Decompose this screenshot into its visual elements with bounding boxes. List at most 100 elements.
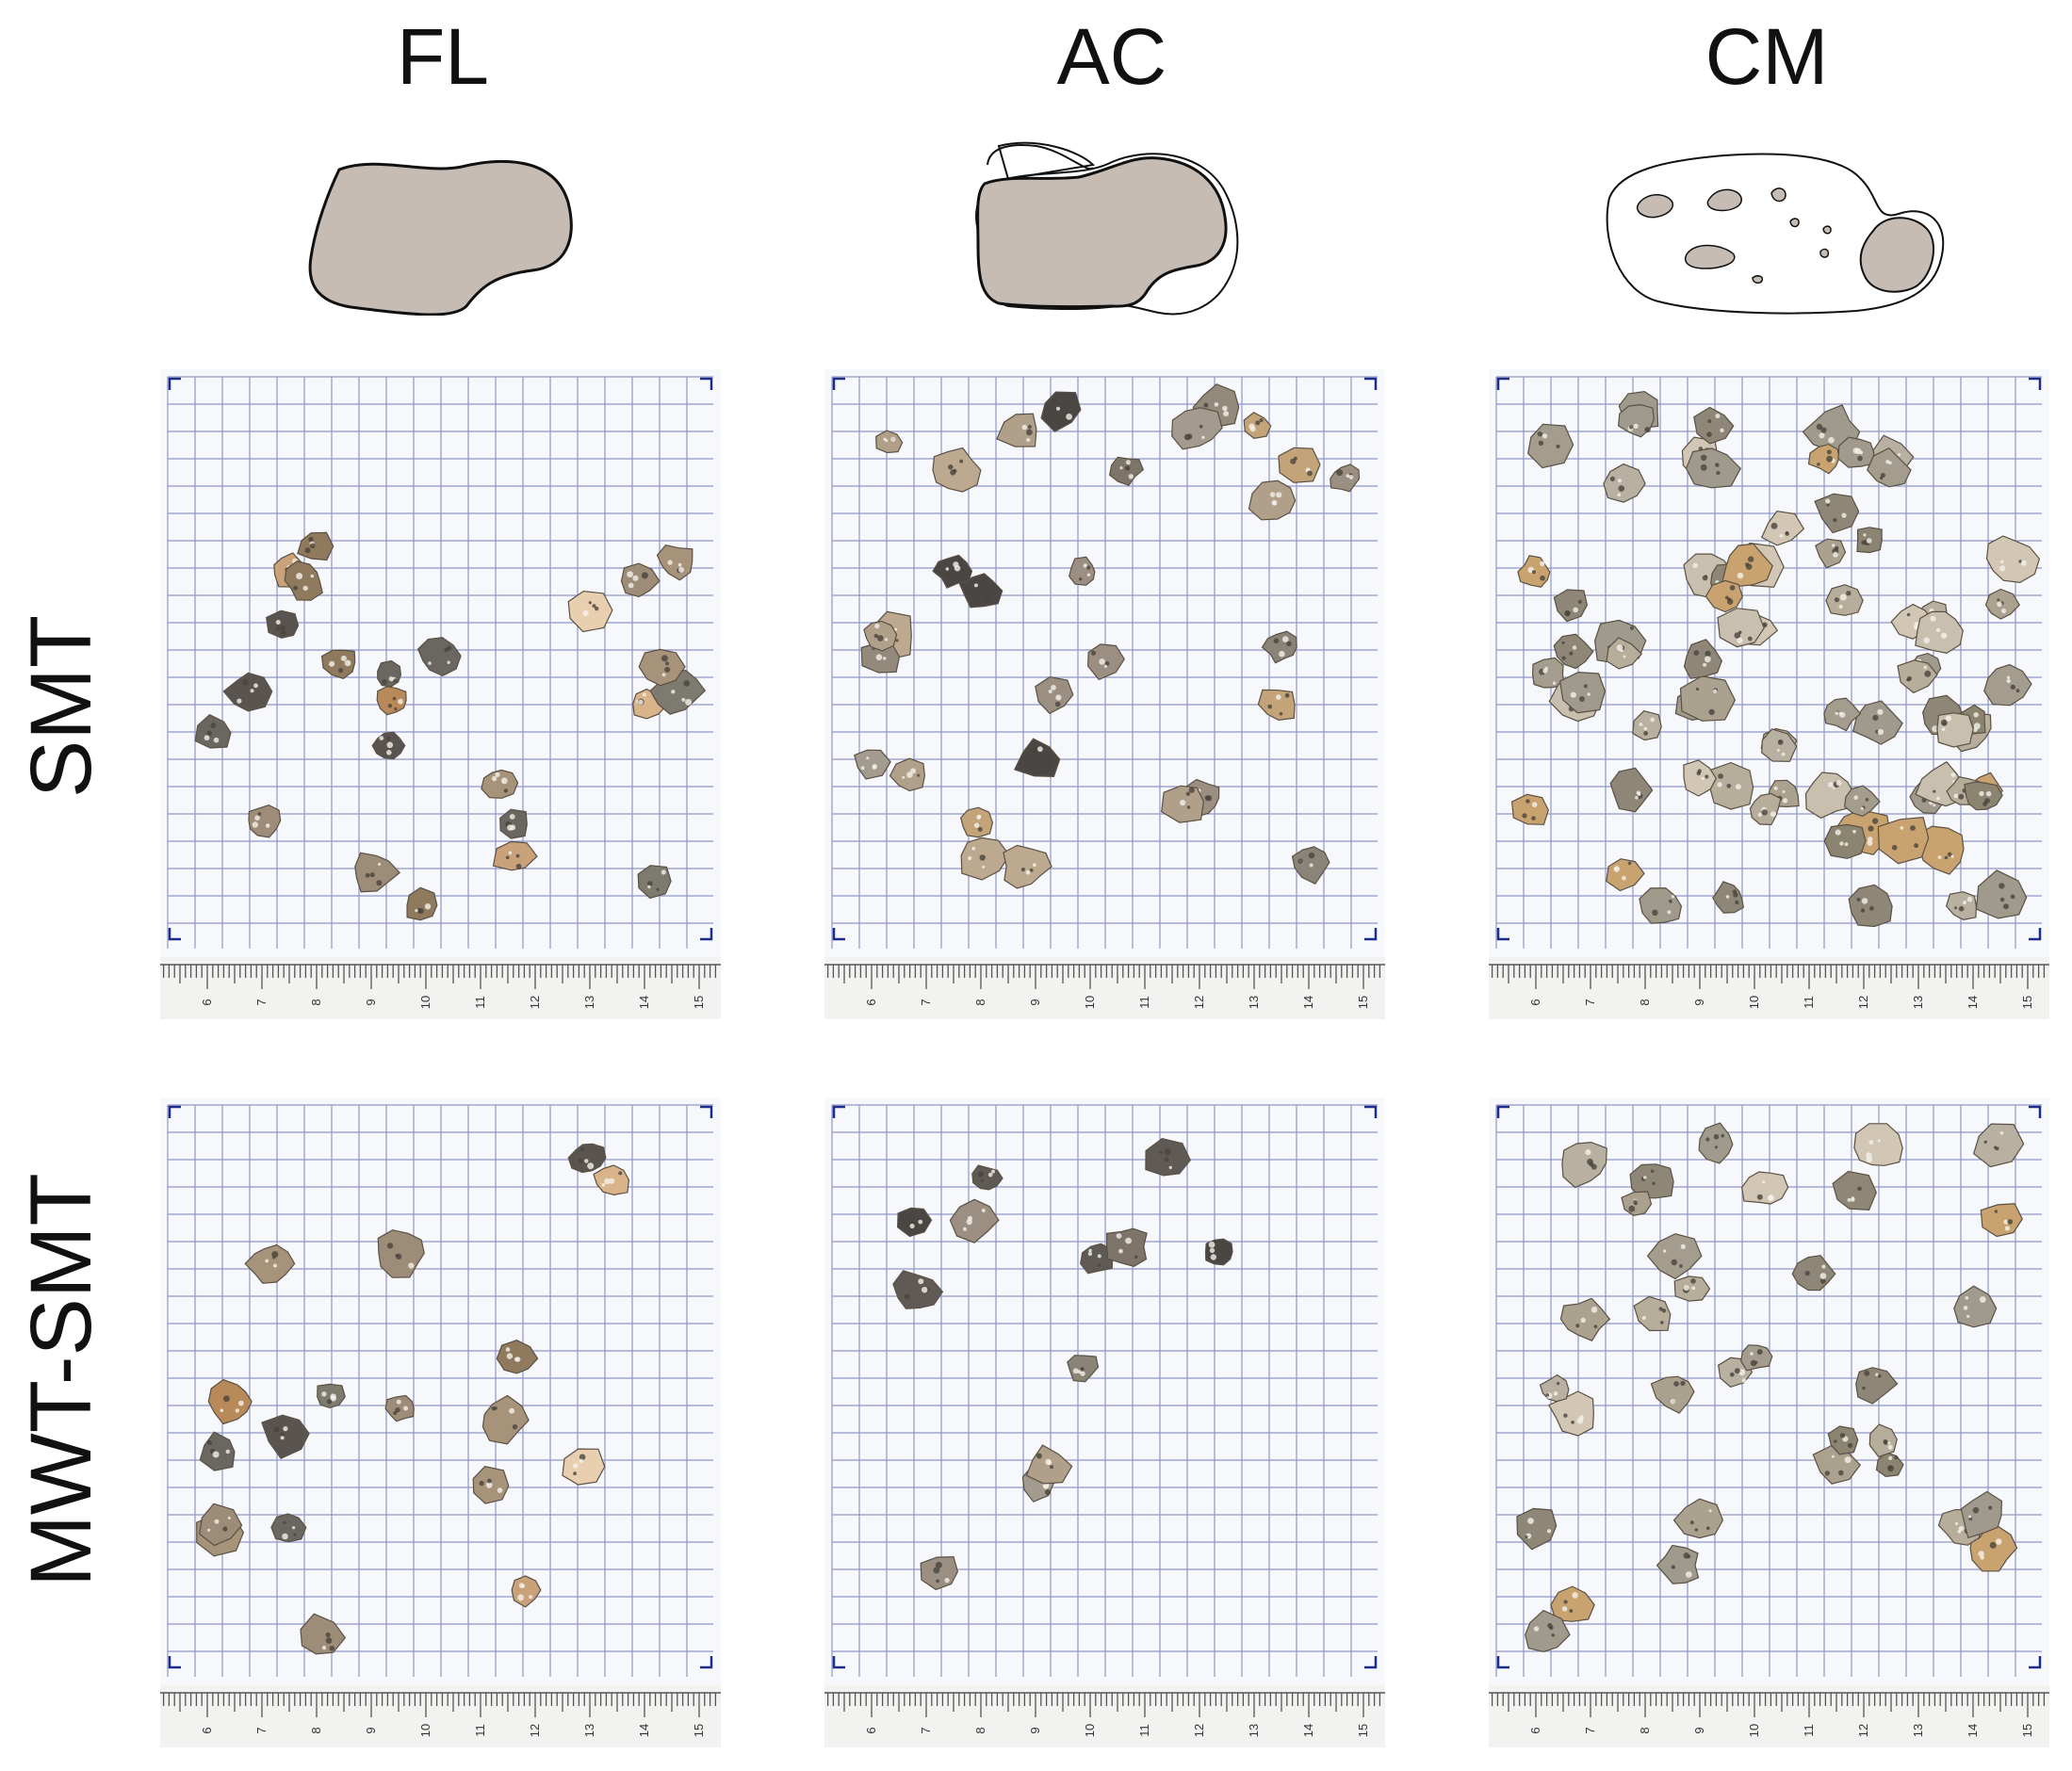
particle-speckle <box>1667 910 1672 915</box>
particle-speckle <box>1248 423 1255 430</box>
particle-speckle <box>935 1561 942 1568</box>
particle-speckle <box>1272 501 1277 506</box>
gravel-particle <box>638 648 686 687</box>
particle-speckle <box>1660 1321 1664 1324</box>
particle-speckle <box>681 697 686 702</box>
particle-speckle <box>1777 739 1784 745</box>
particle-speckle <box>1054 701 1061 707</box>
particle-speckle <box>1671 1565 1675 1569</box>
particle-speckle <box>2004 1226 2010 1231</box>
particle-speckle <box>1966 1314 1970 1318</box>
particle-speckle <box>1737 637 1743 643</box>
particle-speckle <box>1525 799 1530 804</box>
particle-speckle <box>392 696 397 701</box>
particle-speckle <box>1048 689 1052 694</box>
particle-speckle <box>661 655 668 662</box>
particle-speckle <box>866 756 870 760</box>
ruler-number: 12 <box>1192 996 1206 1009</box>
gravel-particle <box>1679 675 1737 722</box>
ruler-number: 13 <box>1911 996 1925 1009</box>
particle-speckle <box>1887 1441 1891 1445</box>
particle-speckle <box>1683 1552 1689 1559</box>
particle-speckle <box>265 1259 269 1263</box>
particle-speckle <box>1835 545 1839 551</box>
particle-speckle <box>396 1399 401 1405</box>
particle-speckle <box>1276 694 1281 700</box>
particle-speckle <box>1958 1525 1965 1532</box>
particle-speckle <box>664 666 671 673</box>
particle-speckle <box>1883 1439 1888 1445</box>
corner-mark <box>832 928 845 941</box>
particle-speckle <box>1860 806 1864 810</box>
particle-speckle <box>977 826 983 832</box>
particle-speckle <box>1080 1371 1085 1376</box>
particle-speckle <box>573 1471 577 1476</box>
particle-speckle <box>1284 692 1290 698</box>
particle-speckle <box>386 1243 394 1249</box>
gravel-particle <box>567 590 613 633</box>
particle-speckle <box>293 1533 297 1536</box>
particle-speckle <box>1125 465 1131 471</box>
particle-speckle <box>1641 1315 1646 1321</box>
particle-speckle <box>1618 485 1624 492</box>
particle-speckle <box>1673 1381 1679 1387</box>
ruler-number: 7 <box>254 999 269 1005</box>
gravel-particle <box>1823 823 1867 859</box>
particle-speckle <box>977 1171 984 1178</box>
particle-speckle <box>1868 1140 1874 1145</box>
particle-speckle <box>884 638 889 642</box>
particle-speckle <box>1877 1139 1881 1143</box>
particle-speckle <box>207 1439 212 1445</box>
particle-speckle <box>1954 1521 1959 1525</box>
particle-speckle <box>609 1178 615 1184</box>
particle-speckle <box>1713 1134 1720 1140</box>
particle-speckle <box>1747 636 1753 642</box>
particle-speckle <box>1894 1455 1899 1460</box>
ac-particle-icon <box>975 141 1239 316</box>
particle-speckle <box>1757 812 1762 817</box>
particle-speckle <box>1159 1150 1163 1155</box>
gravel-particle <box>1804 772 1855 820</box>
particle-speckle <box>922 1287 928 1293</box>
gravel-particle <box>960 806 994 838</box>
ruler-number: 15 <box>2020 1724 2034 1737</box>
particle-speckle <box>872 765 876 770</box>
particle-speckle <box>1825 498 1831 504</box>
particle-speckle <box>944 1577 950 1584</box>
particle-speckle <box>1695 687 1700 691</box>
corner-mark <box>2029 1105 2042 1118</box>
particle-speckle <box>272 1263 277 1268</box>
particle-speckle <box>1087 1251 1093 1257</box>
ruler-number: 7 <box>1583 999 1597 1005</box>
particle-speckle <box>2007 1219 2014 1225</box>
gravel-particle <box>492 840 538 871</box>
particle-speckle <box>1737 572 1744 579</box>
particle-speckle <box>225 1449 230 1454</box>
particle-speckle <box>1932 725 1939 733</box>
particle-speckle <box>1690 1278 1696 1284</box>
particle-speckle <box>987 1172 993 1178</box>
particle-speckle <box>959 459 964 463</box>
gravel-particle <box>1553 589 1589 623</box>
particle-speckle <box>1055 406 1061 411</box>
particle-speckle <box>1782 790 1786 793</box>
particle-speckle <box>1702 575 1708 581</box>
particle-speckle <box>1652 1181 1656 1185</box>
ruler-number: 10 <box>1083 1724 1097 1737</box>
particle-speckle <box>1727 598 1734 605</box>
particle-speckle <box>1569 1609 1574 1613</box>
particle-speckle <box>369 872 375 878</box>
particle-speckle <box>491 775 498 782</box>
particle-speckle <box>2006 675 2011 679</box>
particle-speckle <box>1644 427 1651 433</box>
particle-speckle <box>1708 1509 1712 1513</box>
gravel-particle <box>567 1143 607 1174</box>
ruler-number: 9 <box>1692 999 1706 1005</box>
ruler-number: 9 <box>1028 1727 1042 1733</box>
particle-speckle <box>1055 694 1062 701</box>
particle-speckle <box>1999 1131 2004 1135</box>
particle-speckle <box>1924 670 1932 677</box>
particle-speckle <box>1617 479 1623 483</box>
ruler-number: 11 <box>1137 1724 1151 1737</box>
gravel-particle <box>261 1414 310 1460</box>
